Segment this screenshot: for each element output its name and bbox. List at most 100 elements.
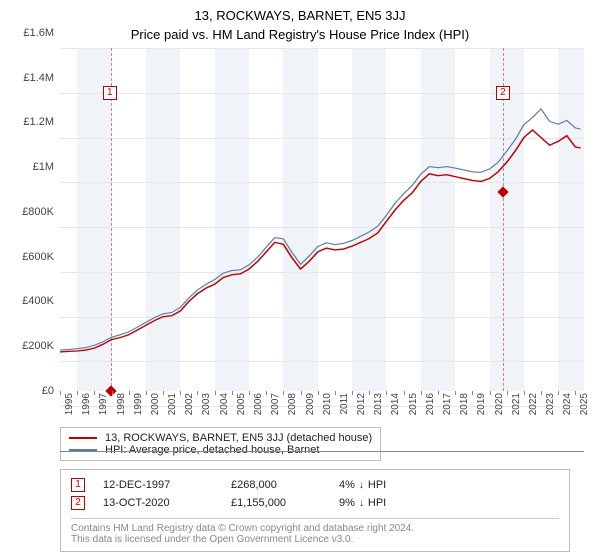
sale-date: 13-OCT-2020 — [103, 497, 213, 509]
x-tick — [369, 391, 370, 395]
x-tick — [490, 391, 491, 395]
x-tick-label: 2021 — [511, 393, 522, 415]
sale-row: 2 13-OCT-2020 £1,155,000 9% ↓ HPI — [71, 494, 559, 512]
x-tick — [524, 391, 525, 395]
x-tick — [232, 391, 233, 395]
x-tick-label: 2002 — [184, 393, 195, 415]
y-tick-label: £1.4M — [23, 72, 54, 84]
series-subject — [60, 130, 581, 352]
x-tick-label: 2019 — [476, 393, 487, 415]
x-tick-label: 2007 — [270, 393, 281, 415]
x-tick — [318, 391, 319, 395]
x-tick-label: 2006 — [253, 393, 264, 415]
x-tick-label: 1996 — [81, 393, 92, 415]
x-tick — [146, 391, 147, 395]
x-tick-label: 2023 — [545, 393, 556, 415]
arrow-down-icon: ↓ — [359, 498, 364, 509]
sale-row: 1 12-DEC-1997 £268,000 4% ↓ HPI — [71, 476, 559, 494]
sale-date: 12-DEC-1997 — [103, 479, 213, 491]
x-tick-label: 2015 — [408, 393, 419, 415]
x-tick — [301, 391, 302, 395]
y-tick-label: £400K — [22, 295, 54, 307]
sale-hpi-pct: 9% — [339, 497, 355, 509]
sale-hpi-label: HPI — [368, 479, 386, 491]
x-tick — [541, 391, 542, 395]
x-tick — [94, 391, 95, 395]
y-tick-label: £1M — [33, 161, 54, 173]
x-tick-label: 2001 — [167, 393, 178, 415]
y-tick-label: £1.6M — [23, 27, 54, 39]
chart-titles: 13, ROCKWAYS, BARNET, EN5 3JJ Price paid… — [10, 8, 590, 48]
x-tick — [335, 391, 336, 395]
y-axis: £0£200K£400K£600K£800K£1M£1.2M£1.4M£1.6M… — [10, 48, 60, 391]
series-hpi — [60, 109, 581, 350]
x-tick — [163, 391, 164, 395]
x-tick-label: 2005 — [236, 393, 247, 415]
chart-title-address: 13, ROCKWAYS, BARNET, EN5 3JJ — [10, 8, 590, 23]
x-tick-label: 2017 — [442, 393, 453, 415]
sale-hpi-label: HPI — [368, 497, 386, 509]
chart-area: £0£200K£400K£600K£800K£1M£1.2M£1.4M£1.6M… — [10, 48, 590, 421]
x-tick-label: 1995 — [64, 393, 75, 415]
legend-row: HPI: Average price, detached house, Barn… — [69, 444, 372, 456]
x-tick — [386, 391, 387, 395]
legend: 13, ROCKWAYS, BARNET, EN5 3JJ (detached … — [60, 427, 381, 461]
x-tick-label: 2000 — [150, 393, 161, 415]
sale-hpi-pct: 4% — [339, 479, 355, 491]
legend-swatch — [69, 437, 97, 439]
chart-title-subtitle: Price paid vs. HM Land Registry's House … — [10, 27, 590, 42]
x-tick-label: 2018 — [459, 393, 470, 415]
x-tick-label: 2022 — [528, 393, 539, 415]
y-tick-label: £200K — [22, 340, 54, 352]
y-tick-label: £1.2M — [23, 116, 54, 128]
legend-label: HPI: Average price, detached house, Barn… — [105, 444, 319, 456]
x-tick — [112, 391, 113, 395]
footer-attribution: Contains HM Land Registry data © Crown c… — [71, 518, 559, 545]
x-tick-label: 2009 — [305, 393, 316, 415]
x-tick-label: 2024 — [562, 393, 573, 415]
sales-box: 1 12-DEC-1997 £268,000 4% ↓ HPI 2 13-OCT-2020 £1… — [60, 469, 570, 552]
x-tick — [558, 391, 559, 395]
x-tick — [129, 391, 130, 395]
x-tick — [352, 391, 353, 395]
plot-area: 12 — [60, 48, 584, 391]
footer-line1: Contains HM Land Registry data © Crown c… — [71, 523, 559, 534]
x-tick-label: 2016 — [425, 393, 436, 415]
x-tick — [438, 391, 439, 395]
x-tick-label: 2010 — [322, 393, 333, 415]
legend-label: 13, ROCKWAYS, BARNET, EN5 3JJ (detached … — [105, 432, 372, 444]
x-tick-label: 2012 — [356, 393, 367, 415]
x-tick — [180, 391, 181, 395]
x-tick-label: 2004 — [219, 393, 230, 415]
sale-price: £268,000 — [231, 479, 321, 491]
x-tick-label: 2011 — [339, 393, 350, 415]
arrow-down-icon: ↓ — [359, 480, 364, 491]
sale-index: 2 — [71, 496, 85, 510]
gridline — [60, 451, 584, 452]
x-tick-label: 2013 — [373, 393, 384, 415]
sale-hpi: 9% ↓ HPI — [339, 497, 386, 509]
y-tick-label: £800K — [22, 206, 54, 218]
x-tick — [404, 391, 405, 395]
footer-line2: This data is licensed under the Open Gov… — [71, 534, 559, 545]
x-tick — [249, 391, 250, 395]
y-tick-label: £600K — [22, 251, 54, 263]
x-tick-label: 2025 — [579, 393, 590, 415]
x-tick-label: 2003 — [201, 393, 212, 415]
x-tick — [197, 391, 198, 395]
x-tick-label: 1998 — [116, 393, 127, 415]
x-tick — [283, 391, 284, 395]
sale-hpi: 4% ↓ HPI — [339, 479, 386, 491]
x-tick — [60, 391, 61, 395]
x-tick-label: 1997 — [98, 393, 109, 415]
x-tick — [455, 391, 456, 395]
x-tick — [472, 391, 473, 395]
x-tick — [507, 391, 508, 395]
x-tick-label: 1999 — [133, 393, 144, 415]
sale-price: £1,155,000 — [231, 497, 321, 509]
x-tick — [421, 391, 422, 395]
legend-row: 13, ROCKWAYS, BARNET, EN5 3JJ (detached … — [69, 432, 372, 444]
sale-index: 1 — [71, 478, 85, 492]
x-tick-label: 2014 — [390, 393, 401, 415]
x-tick-label: 2008 — [287, 393, 298, 415]
